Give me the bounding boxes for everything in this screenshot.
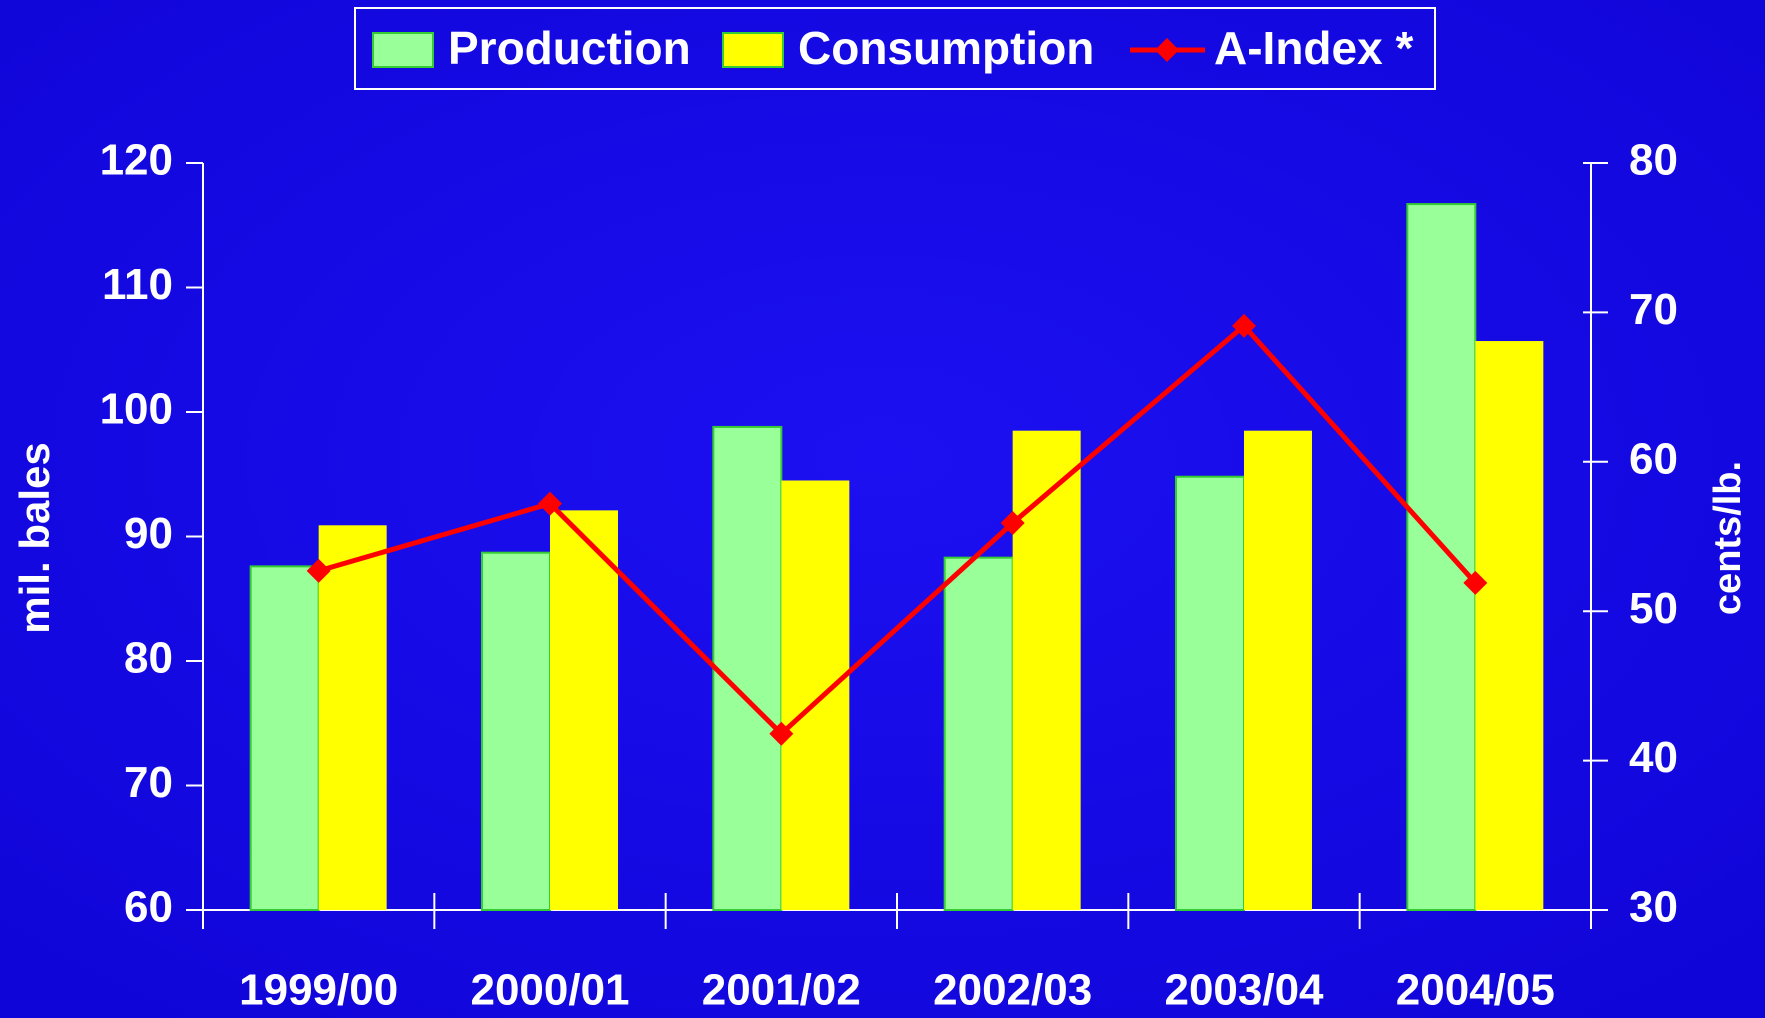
y2-tick-label: 70 [1629,285,1678,334]
y2-tick-label: 60 [1629,434,1678,483]
y-tick-label: 80 [124,634,173,683]
y-tick-label: 90 [124,509,173,558]
y2-axis-label: cents/lb. [1707,461,1749,615]
y2-tick-label: 40 [1629,733,1678,782]
line-marker [538,491,562,516]
legend-swatch [722,32,784,68]
bar [1012,430,1081,910]
line-marker [1000,511,1025,536]
y2-tick-label: 30 [1629,883,1678,932]
line-marker [306,558,331,583]
bar [1175,475,1245,911]
line-marker [769,721,794,746]
x-tick-label: 2000/01 [470,966,629,1015]
x-tick-label: 2002/03 [933,966,1092,1015]
y2-tick-label: 50 [1629,584,1678,633]
bar [781,480,850,910]
x-tick-label: 2003/04 [1164,966,1324,1015]
x-tick-label: 1999/00 [239,966,398,1015]
bar [318,525,387,910]
y2-tick-label: 80 [1629,136,1678,185]
bar [481,551,551,911]
y-axis-label: mil. bales [11,442,58,633]
legend-label: Production [448,22,691,74]
bar [1406,203,1477,911]
legend-label: Consumption [798,22,1094,74]
line [317,322,1478,738]
legend-marker [1155,38,1179,62]
line-marker [1232,313,1256,338]
y-tick-label: 100 [100,385,173,434]
legend-box [354,7,1436,90]
bar [943,556,1014,911]
y-tick-label: 110 [102,260,173,309]
bar [712,425,783,911]
legend-label: A-Index * [1214,22,1413,74]
y-tick-label: 60 [124,883,173,932]
bar [249,565,320,911]
bar [1475,341,1544,910]
bar [1244,430,1312,910]
y-tick-label: 120 [100,136,173,185]
bar [550,510,618,910]
legend-swatch [372,32,434,68]
y-tick-label: 70 [124,758,173,807]
x-tick-label: 2001/02 [702,966,861,1015]
x-tick-label: 2004/05 [1396,966,1555,1015]
line-marker [1463,570,1488,595]
